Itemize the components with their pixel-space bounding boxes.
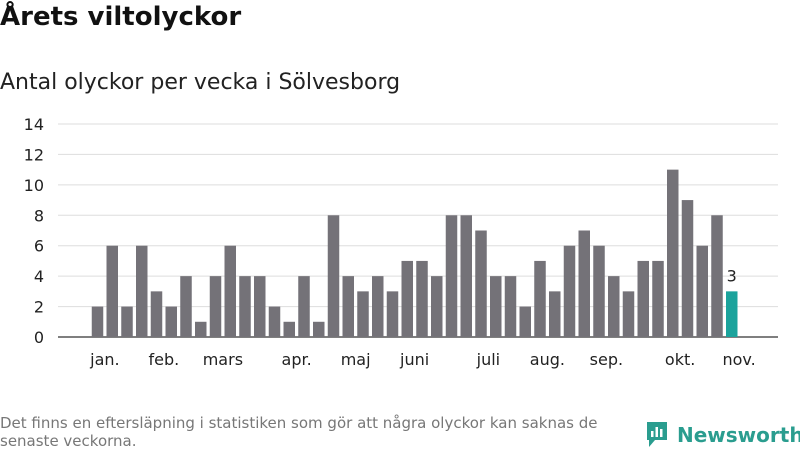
- y-tick-label: 0: [34, 328, 44, 347]
- bar[interactable]: [711, 215, 723, 337]
- bar[interactable]: [696, 245, 709, 337]
- bar-chart: 0 2 4 6 8 10 12 14 3 jan. feb. mars apr. maj juni jul…: [24, 115, 778, 369]
- grid-lines: [58, 123, 778, 338]
- bar[interactable]: [534, 260, 546, 337]
- bar[interactable]: [298, 276, 310, 337]
- x-month-label: mars: [203, 350, 243, 369]
- x-month-label: okt.: [665, 350, 695, 369]
- bar-highlighted[interactable]: [726, 291, 738, 337]
- bar[interactable]: [622, 291, 635, 337]
- bar[interactable]: [593, 245, 605, 337]
- x-month-label: apr.: [282, 350, 312, 369]
- bar[interactable]: [475, 230, 487, 338]
- x-axis-month-labels: jan. feb. mars apr. maj juni juli aug. sep. okt. n…: [89, 350, 756, 369]
- bar[interactable]: [372, 276, 384, 337]
- y-tick-label: 14: [24, 115, 44, 134]
- bar[interactable]: [504, 276, 517, 337]
- bar[interactable]: [578, 230, 591, 338]
- chart-title: Årets viltolyckor: [0, 2, 242, 32]
- bar[interactable]: [165, 306, 178, 337]
- bar[interactable]: [460, 215, 473, 337]
- x-month-label: jan.: [89, 350, 119, 369]
- newsworthy-logo-icon: [647, 422, 667, 447]
- x-month-label: nov.: [723, 350, 756, 369]
- bar[interactable]: [445, 215, 458, 337]
- bar[interactable]: [416, 260, 428, 337]
- y-tick-label: 4: [34, 267, 44, 286]
- bar[interactable]: [652, 260, 664, 337]
- bar[interactable]: [268, 306, 281, 337]
- bar[interactable]: [681, 200, 694, 337]
- bar[interactable]: [180, 276, 192, 337]
- bar[interactable]: [239, 276, 251, 337]
- bar[interactable]: [106, 245, 119, 337]
- bar[interactable]: [401, 260, 414, 337]
- highlight-data-label: 3: [727, 266, 737, 285]
- chart-subtitle: Antal olyckor per vecka i Sölvesborg: [0, 70, 401, 95]
- bar[interactable]: [195, 321, 207, 337]
- footnote: Det finns en eftersläpning i statistiken…: [0, 414, 598, 450]
- bar[interactable]: [150, 291, 163, 337]
- bar[interactable]: [136, 245, 148, 337]
- bar[interactable]: [386, 291, 399, 337]
- bar[interactable]: [327, 215, 340, 337]
- bar[interactable]: [519, 306, 532, 337]
- x-month-label: feb.: [149, 350, 180, 369]
- bar[interactable]: [283, 321, 296, 337]
- y-tick-label: 6: [34, 237, 44, 256]
- bar[interactable]: [224, 245, 237, 337]
- x-month-label: aug.: [530, 350, 565, 369]
- y-tick-label: 2: [34, 298, 44, 317]
- bar[interactable]: [357, 291, 369, 337]
- bar[interactable]: [549, 291, 561, 337]
- bar[interactable]: [313, 321, 325, 337]
- y-axis-ticks: 0 2 4 6 8 10 12 14: [24, 115, 44, 347]
- brand-logo[interactable]: Newsworthy: [645, 420, 800, 450]
- x-month-label: maj: [341, 350, 371, 369]
- y-tick-label: 8: [34, 206, 44, 225]
- bar[interactable]: [91, 306, 104, 337]
- x-month-label: juni: [399, 350, 429, 369]
- brand-name: Newsworthy: [677, 423, 800, 447]
- bar[interactable]: [342, 276, 355, 337]
- x-month-label: sep.: [590, 350, 623, 369]
- bar[interactable]: [490, 276, 502, 337]
- y-tick-label: 12: [24, 145, 44, 164]
- y-tick-label: 10: [24, 176, 44, 195]
- bar[interactable]: [608, 276, 620, 337]
- bar[interactable]: [431, 276, 443, 337]
- bars: 3: [91, 169, 738, 338]
- bar[interactable]: [209, 276, 222, 337]
- bar[interactable]: [563, 245, 576, 337]
- bar[interactable]: [254, 276, 266, 337]
- x-month-label: juli: [476, 350, 500, 369]
- bar[interactable]: [121, 306, 133, 337]
- bar[interactable]: [667, 169, 679, 337]
- bar[interactable]: [637, 260, 650, 337]
